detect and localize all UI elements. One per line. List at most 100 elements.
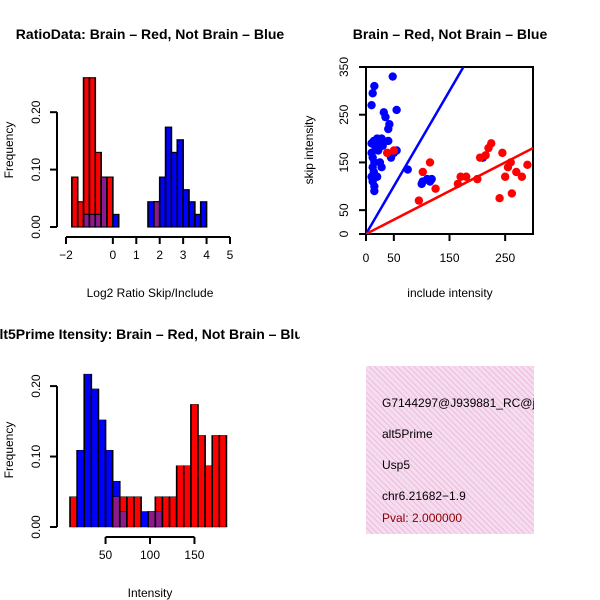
gene-name-text: Usp5 <box>382 458 411 472</box>
intensity-histogram-bar <box>97 419 107 528</box>
scatter-point-not-brain <box>384 136 393 146</box>
intensity-histogram-xlabel: Intensity <box>128 586 173 600</box>
intensity-histogram-y-tick-label: 0.00 <box>29 515 43 539</box>
intensity-histogram-bar <box>133 496 142 528</box>
ratio-histogram-bar <box>188 201 196 228</box>
scatter-xlabel: include intensity <box>407 286 492 300</box>
scatter-point-brain <box>500 172 510 181</box>
intensity-histogram-bar <box>126 496 135 528</box>
scatter-x-tick-label: 50 <box>387 251 401 265</box>
scatter-point-brain <box>481 151 490 160</box>
scatter-red-fit-line <box>366 147 533 234</box>
ratio-histogram-bar <box>88 77 97 228</box>
scatter-fit-lines <box>366 67 533 234</box>
ratio-histogram-overlap-bar <box>153 201 161 228</box>
intensity-histogram-bar <box>76 449 86 528</box>
intensity-histogram-bars <box>69 373 228 528</box>
scatter-point-brain <box>512 167 521 177</box>
scatter-point-not-brain <box>370 81 379 91</box>
scatter-point-not-brain <box>403 165 412 174</box>
intensity-histogram-bar <box>83 373 93 528</box>
intensity-histogram-bar <box>69 496 78 528</box>
intensity-histogram-title: Alt5Prime Itensity: Brain – Red, Not Bra… <box>0 326 311 342</box>
ratio-histogram-axes: −2 0 1 2 3 4 5 0.00 0.10 0.20 <box>29 100 234 262</box>
event-info-box <box>366 366 534 534</box>
intensity-histogram-bar <box>175 465 185 528</box>
scatter-point-brain <box>498 148 507 158</box>
scatter-x-tick-label: 250 <box>495 251 515 265</box>
scatter-y-tick-label: 150 <box>337 152 351 172</box>
intensity-histogram-bar <box>211 435 221 528</box>
scatter-point-brain <box>473 174 482 184</box>
ratio-histogram-bar <box>71 176 79 228</box>
scatter-panel: Brain – Red, Not Brain – Blue 0 50 150 2500… <box>302 26 547 300</box>
intensity-histogram-ylabel: Frequency <box>2 422 16 479</box>
ratio-histogram-overlap-bar <box>82 213 91 228</box>
scatter-point-brain <box>389 146 399 155</box>
intensity-histogram-bar <box>190 404 199 528</box>
intensity-histogram-bar <box>218 435 228 528</box>
ratio-histogram-x-tick-label: 2 <box>156 248 163 262</box>
scatter-x-tick-label: 0 <box>363 251 370 265</box>
ratio-histogram-bar <box>112 213 120 228</box>
scatter-point-brain <box>517 172 527 181</box>
scatter-point-not-brain <box>381 112 390 122</box>
ratio-histogram-x-tick-label: −2 <box>59 248 73 262</box>
ratio-histogram-bar <box>194 213 202 228</box>
scatter-ylabel: skip intensity <box>302 116 316 185</box>
ratio-histogram-bar <box>199 201 208 228</box>
scatter-blue-fit-line <box>366 67 465 234</box>
scatter-point-not-brain <box>378 141 387 150</box>
intensity-histogram-bar <box>161 496 171 528</box>
scatter-point-brain <box>523 160 532 170</box>
intensity-histogram-bar <box>104 449 114 528</box>
intensity-histogram-y-tick-label: 0.20 <box>29 374 43 398</box>
location-text: chr6.21682−1.9 <box>382 489 466 503</box>
ratio-histogram-bar <box>76 201 85 228</box>
scatter-points <box>367 72 532 205</box>
ratio-histogram-ylabel: Frequency <box>2 122 16 179</box>
intensity-histogram-x-tick-label: 150 <box>184 548 204 562</box>
scatter-point-brain <box>431 184 440 193</box>
intensity-histogram-bar <box>197 435 206 528</box>
scatter-point-not-brain <box>377 134 386 143</box>
intensity-histogram-bar <box>90 388 100 528</box>
scatter-point-not-brain <box>367 100 376 110</box>
ratio-histogram-bar <box>147 201 155 228</box>
scatter-point-brain <box>453 179 463 189</box>
ratio-histogram-bar <box>164 126 173 228</box>
ratio-histogram-bar <box>182 189 190 228</box>
intensity-histogram-axes: 50 100 150 0.00 0.10 0.20 <box>29 374 205 562</box>
scatter-x-tick-label: 150 <box>439 251 459 265</box>
ratio-histogram-panel: RatioData: Brain – Red, Not Brain – Blue… <box>2 26 284 300</box>
ratio-histogram-x-tick-label: 0 <box>110 248 117 262</box>
scatter-point-not-brain <box>370 186 379 196</box>
scatter-point-brain <box>487 139 496 148</box>
intensity-histogram-bar <box>140 511 150 528</box>
intensity-histogram-x-tick-label: 100 <box>140 548 160 562</box>
scatter-y-tick-label: 250 <box>337 104 351 124</box>
ratio-histogram-overlap-bar <box>94 213 102 228</box>
intensity-histogram-bar <box>182 465 192 528</box>
scatter-point-brain <box>462 172 471 181</box>
intensity-histogram-panel: Alt5Prime Itensity: Brain – Red, Not Bra… <box>0 326 311 600</box>
event-id-text: G7144297@J939881_RC@j_at <box>382 396 534 410</box>
ratio-histogram-bar <box>170 151 179 228</box>
scatter-point-not-brain <box>427 174 436 184</box>
intensity-histogram-bar <box>168 496 178 528</box>
scatter-point-brain <box>382 148 392 158</box>
scatter-point-not-brain <box>388 72 397 81</box>
scatter-point-not-brain <box>372 172 382 181</box>
scatter-point-not-brain <box>377 163 386 172</box>
ratio-histogram-y-tick-label: 0.20 <box>29 100 43 124</box>
ratio-histogram-x-tick-label: 3 <box>180 248 187 262</box>
ratio-histogram-bar <box>158 176 167 228</box>
ratio-histogram-x-tick-label: 4 <box>203 248 210 262</box>
intensity-histogram-overlap-bar <box>147 511 157 528</box>
scatter-point-not-brain <box>368 89 377 98</box>
ratio-histogram-overlap-bar <box>100 176 108 228</box>
ratio-histogram-overlap-bar <box>88 213 97 228</box>
ratio-histogram-y-tick-label: 0.10 <box>29 158 43 182</box>
ratio-histogram-bar <box>176 139 184 228</box>
ratio-histogram-bar <box>82 77 91 228</box>
